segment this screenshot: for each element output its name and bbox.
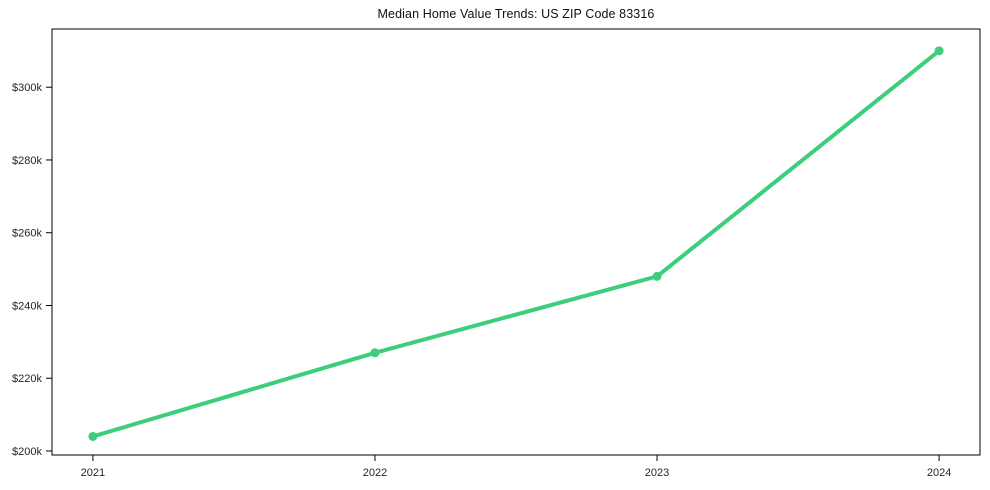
series-line — [90, 48, 942, 439]
y-axis-tick-label: $200k — [12, 446, 42, 458]
y-axis-tick-label: $220k — [12, 373, 42, 385]
x-axis-tick-label: 2021 — [81, 467, 105, 479]
data-point-marker — [934, 46, 944, 56]
axes-frame — [51, 28, 981, 456]
data-point-marker — [652, 271, 662, 281]
y-axis-tick-label: $240k — [12, 300, 42, 312]
x-axis-tick-label: 2022 — [363, 467, 387, 479]
chart-title: Median Home Value Trends: US ZIP Code 83… — [377, 7, 655, 21]
y-axis-tick-label: $280k — [12, 155, 42, 167]
y-axis-tick-label: $300k — [12, 82, 42, 94]
y-axis-tick-label: $260k — [12, 228, 42, 240]
data-point-marker — [370, 348, 380, 358]
x-axis-tick-label: 2023 — [645, 467, 669, 479]
plot-area-background — [52, 29, 980, 455]
data-point-marker — [88, 431, 98, 441]
x-axis-tick-label: 2024 — [927, 467, 951, 479]
